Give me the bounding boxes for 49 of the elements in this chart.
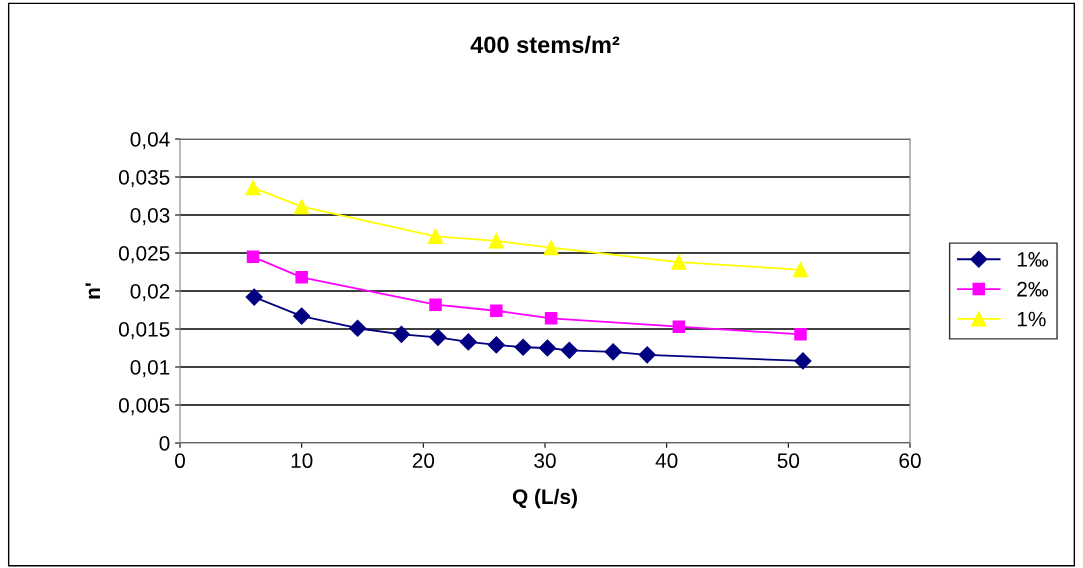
y-tick-label: 0: [159, 436, 170, 451]
legend-label: 1‰: [1017, 252, 1049, 267]
y-tick-label: 0,02: [130, 284, 170, 302]
point: [490, 304, 503, 318]
point: [604, 343, 622, 361]
x-tick-label: 50: [777, 453, 800, 469]
point: [246, 250, 260, 264]
y-axis-title: n': [85, 283, 100, 299]
point: [514, 338, 532, 356]
y-tick-label: 0,03: [130, 208, 170, 226]
point: [488, 233, 504, 249]
point: [672, 320, 686, 333]
point: [294, 199, 310, 215]
x-tick-label: 30: [534, 453, 556, 469]
point: [544, 312, 558, 325]
point: [543, 240, 559, 256]
point: [794, 352, 812, 370]
y-tick-label: 0,015: [118, 322, 170, 340]
point: [459, 333, 477, 351]
point: [293, 307, 311, 325]
point: [245, 288, 263, 306]
point: [427, 228, 444, 244]
y-tick-label: 0,025: [118, 246, 170, 264]
y-tick-label: 0,01: [130, 360, 170, 378]
point: [245, 180, 261, 196]
point: [487, 336, 505, 354]
x-tick-label: 60: [899, 453, 921, 469]
chart-title: 400 stems/m²: [470, 35, 620, 54]
point: [794, 328, 807, 341]
point: [671, 254, 687, 270]
y-tick-label: 0,04: [130, 132, 170, 150]
point: [295, 271, 308, 284]
y-tick-label: 0,005: [118, 398, 170, 416]
legend-label: 2‰: [1017, 281, 1049, 297]
point: [638, 346, 656, 364]
point: [349, 319, 367, 337]
y-tick-label: 0,035: [118, 170, 170, 188]
point: [429, 298, 442, 311]
x-tick-label: 40: [655, 453, 678, 469]
point: [560, 341, 578, 359]
x-tick-label: 20: [412, 453, 435, 469]
point: [429, 328, 447, 346]
point: [538, 339, 556, 357]
point: [792, 262, 809, 278]
legend-label: 1%: [1017, 311, 1046, 327]
x-axis-title: Q (L/s): [512, 488, 577, 509]
x-tick-label: 0: [175, 453, 185, 469]
x-tick-label: 10: [291, 453, 313, 469]
point: [392, 325, 410, 343]
